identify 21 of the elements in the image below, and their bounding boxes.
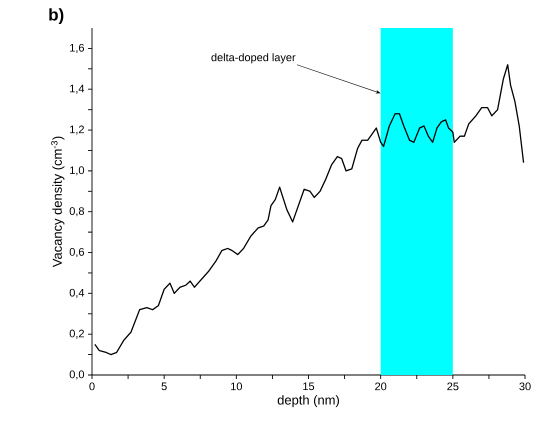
- y-tick-label: 0,4: [70, 288, 84, 298]
- y-tick-label: 1,6: [70, 44, 84, 53]
- y-tick-label: 1,4: [70, 84, 84, 94]
- x-tick-label: 10: [231, 382, 242, 390]
- line-series: [94, 64, 524, 356]
- x-axis-title: depth (nm): [278, 395, 339, 408]
- x-tick-label: 5: [162, 382, 167, 390]
- chart-title: b): [49, 8, 64, 24]
- y-tick-label: 1,2: [70, 126, 84, 135]
- x-tick-label: 15: [303, 382, 314, 390]
- y-tick-label: 0,2: [70, 330, 84, 339]
- y-tick-label: 0,6: [70, 248, 84, 258]
- x-tick-label: 0: [89, 382, 95, 390]
- annotation: delta-doped layer: [211, 53, 296, 64]
- x-tick-label: 30: [519, 382, 531, 390]
- x-tick-label: 20: [375, 382, 386, 390]
- y-tick-label: 0,8: [70, 207, 84, 216]
- y-tick-label: 0,0: [70, 370, 84, 380]
- y-axis-title: Vacancy density (cm$^{-3}$): [51, 136, 64, 268]
- x-tick-label: 25: [447, 382, 458, 390]
- y-tick-label: 1,0: [70, 166, 84, 176]
